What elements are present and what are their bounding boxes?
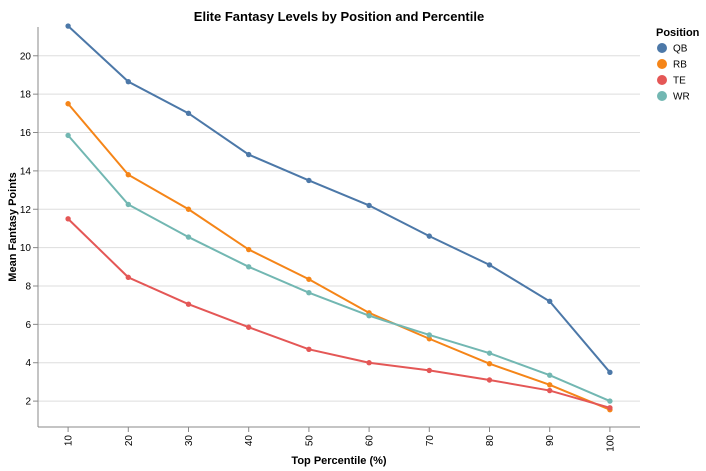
- data-point-rb: [547, 382, 553, 388]
- x-tick-label: 50: [304, 435, 315, 447]
- data-point-rb: [426, 336, 432, 342]
- data-point-rb: [185, 206, 192, 212]
- y-tick-label: 12: [20, 205, 32, 216]
- data-point-te: [486, 377, 493, 383]
- data-point-wr: [426, 332, 432, 338]
- axes: 2 4 6 8 10 12 14 16 18 20 10 20 30 40 50 60 70 80 90 100: [20, 27, 640, 452]
- data-point-te: [426, 367, 432, 374]
- chart-title: Elite Fantasy Levels by Position and Per…: [194, 9, 484, 24]
- legend-label-te: TE: [673, 76, 686, 87]
- y-tick-label: 14: [20, 166, 32, 177]
- data-point-qb: [366, 202, 372, 209]
- data-point-wr: [547, 372, 553, 378]
- data-point-te: [246, 324, 252, 330]
- legend-label-rb: RB: [673, 60, 687, 71]
- data-point-qb: [125, 78, 131, 85]
- data-point-wr: [486, 350, 493, 356]
- data-point-te: [185, 301, 192, 307]
- legend-title: Position: [656, 27, 700, 39]
- legend-swatch-qb: [657, 43, 667, 53]
- series-line-qb: [67, 25, 611, 373]
- x-tick-label: 90: [545, 435, 556, 447]
- data-point-qb: [65, 23, 71, 29]
- x-tick-label: 20: [124, 435, 135, 447]
- data-point-wr: [607, 398, 613, 404]
- y-tick-label: 16: [20, 128, 32, 139]
- series-points: [65, 23, 613, 413]
- data-point-qb: [486, 262, 493, 268]
- data-point-te: [547, 387, 553, 394]
- data-point-qb: [547, 298, 553, 305]
- data-point-rb: [125, 172, 131, 178]
- data-point-rb: [486, 360, 493, 367]
- y-tick-label: 2: [25, 397, 31, 408]
- data-point-wr: [185, 234, 192, 240]
- y-tick-label: 4: [25, 358, 31, 369]
- y-tick-label: 10: [20, 243, 32, 254]
- legend-label-wr: WR: [673, 92, 690, 103]
- data-point-rb: [65, 101, 71, 107]
- x-tick-label: 80: [485, 435, 496, 447]
- legend: Position QB RB TE WR: [656, 27, 700, 103]
- data-point-qb: [426, 233, 432, 239]
- data-point-wr: [65, 132, 71, 139]
- data-point-te: [366, 360, 372, 366]
- gridlines: [38, 55, 640, 402]
- data-point-wr: [125, 201, 131, 208]
- y-tick-label: 18: [20, 90, 32, 101]
- y-tick-label: 8: [25, 281, 31, 292]
- y-axis-title: Mean Fantasy Points: [7, 172, 19, 281]
- data-point-te: [125, 274, 131, 281]
- data-point-te: [607, 405, 613, 411]
- series-line-rb: [67, 103, 611, 411]
- data-point-qb: [607, 369, 613, 376]
- data-point-te: [65, 216, 71, 222]
- legend-label-qb: QB: [673, 44, 688, 55]
- data-point-rb: [246, 246, 252, 253]
- data-point-qb: [185, 110, 192, 117]
- series-line-wr: [67, 134, 611, 403]
- data-point-wr: [246, 264, 252, 270]
- data-point-rb: [306, 276, 312, 282]
- data-point-wr: [306, 290, 312, 296]
- data-point-wr: [366, 313, 372, 319]
- x-tick-label: 10: [64, 435, 75, 447]
- data-point-qb: [246, 151, 252, 158]
- series-lines: [67, 25, 611, 411]
- x-tick-label: 30: [184, 435, 195, 447]
- x-axis-title: Top Percentile (%): [291, 455, 386, 467]
- data-point-te: [306, 346, 312, 353]
- x-tick-label: 100: [605, 435, 616, 452]
- data-point-qb: [306, 177, 312, 184]
- legend-swatch-rb: [657, 59, 667, 69]
- x-tick-label: 70: [425, 435, 436, 447]
- legend-swatch-wr: [657, 91, 667, 101]
- legend-swatch-te: [657, 75, 667, 85]
- series-line-te: [67, 218, 611, 409]
- y-tick-label: 6: [25, 320, 31, 331]
- x-tick-label: 60: [365, 435, 376, 447]
- x-tick-label: 40: [244, 435, 255, 447]
- y-tick-label: 20: [20, 51, 32, 62]
